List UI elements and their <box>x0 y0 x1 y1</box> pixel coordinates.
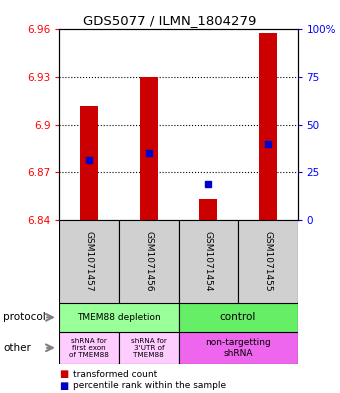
Text: transformed count: transformed count <box>73 370 157 378</box>
Bar <box>59 332 119 364</box>
Text: ■: ■ <box>59 381 69 391</box>
Bar <box>178 303 298 332</box>
Bar <box>140 77 158 220</box>
Bar <box>80 106 98 220</box>
Text: shRNA for
3'UTR of
TMEM88: shRNA for 3'UTR of TMEM88 <box>131 338 167 358</box>
Bar <box>59 220 119 303</box>
Text: non-targetting
shRNA: non-targetting shRNA <box>205 338 271 358</box>
Text: TMEM88 depletion: TMEM88 depletion <box>77 313 161 322</box>
Bar <box>199 199 217 220</box>
Bar <box>178 220 238 303</box>
Text: ■: ■ <box>59 369 69 379</box>
Text: GSM1071456: GSM1071456 <box>144 231 153 292</box>
Bar <box>119 332 178 364</box>
Text: GSM1071455: GSM1071455 <box>263 231 272 292</box>
Text: GDS5077 / ILMN_1804279: GDS5077 / ILMN_1804279 <box>83 14 257 27</box>
Bar <box>238 220 298 303</box>
Bar <box>178 332 298 364</box>
Text: GSM1071454: GSM1071454 <box>204 231 213 292</box>
Bar <box>119 220 178 303</box>
Text: other: other <box>3 343 31 353</box>
Text: shRNA for
first exon
of TMEM88: shRNA for first exon of TMEM88 <box>69 338 109 358</box>
Text: control: control <box>220 312 256 322</box>
Text: percentile rank within the sample: percentile rank within the sample <box>73 382 226 390</box>
Text: GSM1071457: GSM1071457 <box>85 231 94 292</box>
Text: protocol: protocol <box>3 312 46 322</box>
Bar <box>259 33 277 220</box>
Bar <box>59 303 178 332</box>
